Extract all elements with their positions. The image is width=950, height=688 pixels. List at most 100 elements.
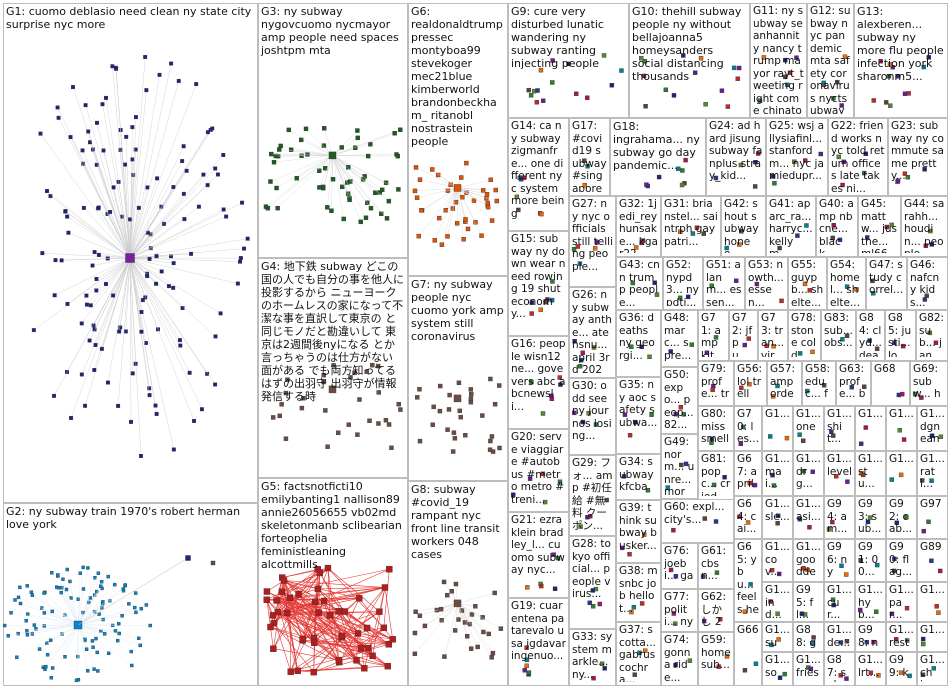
node [591, 675, 596, 681]
node [271, 159, 277, 165]
node [120, 214, 125, 219]
node [492, 590, 497, 596]
node [704, 350, 710, 355]
edge [39, 624, 79, 650]
node [398, 127, 403, 132]
group-box [802, 361, 836, 406]
group-box [788, 257, 827, 310]
node [354, 630, 362, 637]
group-label: G2: ny subway train 1970's robert herman… [6, 505, 241, 531]
node [84, 302, 89, 307]
edge [67, 257, 131, 305]
node [128, 217, 133, 222]
group-label: G1... rati... [920, 453, 945, 490]
node [458, 175, 464, 180]
edge [125, 257, 131, 332]
node [104, 95, 108, 100]
group-box [886, 496, 917, 539]
node [524, 663, 529, 669]
node [580, 419, 586, 425]
edge [70, 257, 131, 419]
edge [457, 187, 466, 220]
node [621, 474, 627, 479]
node [830, 597, 836, 602]
node [842, 54, 848, 59]
node [377, 190, 383, 195]
node [629, 344, 634, 349]
edge [283, 580, 360, 599]
node [468, 387, 474, 392]
edge [290, 667, 365, 672]
node [718, 617, 723, 622]
node [316, 569, 323, 576]
edge [457, 603, 489, 635]
group-label: G89 [920, 541, 942, 553]
node [79, 372, 84, 377]
group-label: G28: tokyo official... people virus... [572, 538, 611, 600]
edge [332, 155, 350, 200]
edge [88, 131, 131, 259]
node [878, 59, 883, 64]
group-label: G82: sub... janu... [919, 312, 945, 357]
edge [457, 187, 497, 202]
group-box [758, 310, 788, 361]
node [493, 187, 498, 193]
node [286, 594, 294, 601]
edge [129, 257, 216, 385]
node [9, 611, 13, 615]
node [627, 433, 633, 438]
edge [98, 207, 131, 259]
node [557, 479, 563, 485]
edge [457, 603, 501, 629]
edge [129, 202, 243, 259]
node [16, 631, 20, 636]
node [123, 583, 128, 587]
node [489, 434, 495, 439]
group-label: G60: expl... city's... [664, 501, 725, 526]
group-label: G1... rest [889, 624, 914, 648]
node [133, 115, 138, 120]
node [395, 153, 400, 159]
group-box [661, 196, 721, 257]
node [50, 666, 55, 670]
edge [77, 624, 105, 635]
node [139, 606, 143, 611]
node [481, 629, 486, 635]
node [571, 247, 577, 252]
edge [31, 592, 79, 626]
group-label: G5: factsnotficti10 emilybanting1 nallis… [261, 480, 402, 571]
edge [77, 584, 126, 626]
edge [27, 624, 79, 636]
edge [77, 608, 142, 626]
group-label: G1... [765, 408, 790, 420]
node [874, 609, 879, 614]
edge [129, 90, 147, 259]
node [582, 158, 587, 163]
node [609, 83, 615, 88]
node [61, 577, 65, 581]
group-box [734, 622, 762, 686]
node [213, 166, 218, 171]
node [453, 394, 462, 403]
group-label: G39: think subway busker... [619, 502, 657, 552]
node [224, 214, 229, 219]
node [746, 336, 751, 341]
node [358, 645, 365, 652]
edge [67, 216, 131, 259]
node [147, 386, 152, 391]
node [178, 343, 183, 348]
group-label: G42: shout subway honeo... [724, 198, 759, 253]
node [801, 438, 806, 443]
edge [277, 611, 373, 657]
node [838, 640, 844, 645]
node [863, 151, 868, 157]
edge [98, 254, 131, 259]
node [166, 284, 171, 289]
node [921, 641, 926, 647]
node [689, 342, 694, 347]
node [764, 343, 769, 349]
node [936, 610, 941, 615]
group-label: G7: ny subway people nyc cuomo york amp … [411, 278, 504, 343]
edge [332, 155, 389, 202]
edge [279, 149, 333, 156]
